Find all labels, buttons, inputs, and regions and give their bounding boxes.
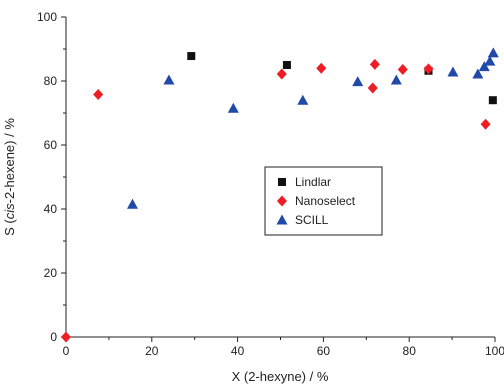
nanoselect-data-point bbox=[367, 82, 378, 94]
y-axis-title-italic: cis bbox=[2, 203, 17, 219]
scill-data-point bbox=[478, 61, 490, 72]
nanoselect-data-point bbox=[61, 331, 71, 343]
legend-label-scill: SCILL bbox=[295, 213, 329, 227]
legend-marker-scill bbox=[276, 214, 288, 225]
scill-data-point bbox=[472, 68, 484, 79]
y-axis-title-start: S ( bbox=[2, 219, 17, 236]
y-tick-label: 20 bbox=[44, 266, 58, 280]
y-tick-label: 80 bbox=[44, 74, 58, 88]
x-tick-label: 100 bbox=[485, 344, 504, 358]
x-tick-label: 20 bbox=[145, 344, 159, 358]
legend-label-nanoselect: Nanoselect bbox=[295, 194, 356, 208]
scill-data-point bbox=[163, 74, 175, 85]
y-tick-label: 60 bbox=[44, 138, 58, 152]
lindlar-data-point bbox=[187, 52, 196, 61]
nanoselect-data-point bbox=[423, 63, 434, 75]
y-tick-label: 40 bbox=[44, 202, 58, 216]
scill-data-point bbox=[487, 47, 499, 58]
lindlar-data-point bbox=[282, 61, 291, 69]
legend-label-lindlar: Lindlar bbox=[295, 175, 331, 189]
legend: Lindlar Nanoselect SCILL bbox=[264, 166, 383, 236]
x-tick-label: 0 bbox=[63, 344, 70, 358]
scill-data-point bbox=[484, 55, 496, 66]
scill-data-point bbox=[126, 198, 138, 209]
scill-data-point bbox=[390, 74, 402, 85]
y-axis-title: S (cis-2-hexene) / % bbox=[2, 118, 17, 236]
legend-marker-nanoselect bbox=[277, 195, 287, 207]
nanoselect-data-point bbox=[397, 63, 408, 75]
scill-data-point bbox=[352, 76, 364, 87]
x-tick-label: 80 bbox=[403, 344, 417, 358]
y-tick-label: 0 bbox=[50, 330, 57, 344]
nanoselect-data-point bbox=[316, 62, 327, 74]
lindlar-data-point bbox=[488, 96, 497, 105]
data-points bbox=[61, 47, 499, 343]
y-axis: 0 20 40 60 80 100 bbox=[37, 10, 66, 344]
scill-data-point bbox=[227, 102, 239, 113]
nanoselect-data-point bbox=[93, 88, 104, 100]
x-axis: 0 20 40 60 80 100 bbox=[63, 337, 504, 358]
nanoselect-data-point bbox=[276, 68, 287, 80]
y-tick-label: 100 bbox=[37, 10, 57, 24]
x-axis-title: X (2-hexyne) / % bbox=[232, 369, 329, 384]
x-tick-label: 40 bbox=[231, 344, 245, 358]
scill-data-point bbox=[447, 66, 459, 77]
legend-marker-lindlar bbox=[278, 178, 286, 186]
y-axis-title-end: -2-hexene) / % bbox=[2, 118, 17, 204]
x-tick-label: 60 bbox=[317, 344, 331, 358]
scill-data-point bbox=[297, 94, 309, 105]
nanoselect-data-point bbox=[369, 58, 380, 70]
nanoselect-data-point bbox=[480, 118, 491, 130]
